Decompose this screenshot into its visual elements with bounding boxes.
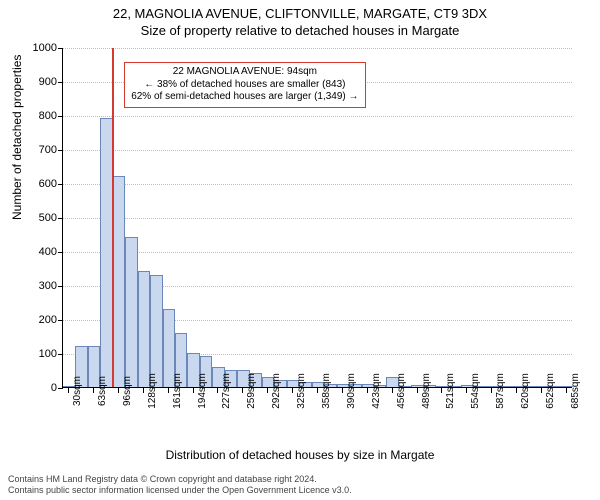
xtick-mark: [143, 388, 144, 393]
xtick-label: 161sqm: [172, 373, 183, 409]
histogram-bar: [150, 275, 162, 387]
ytick-mark: [58, 320, 63, 321]
footer-line: Contains HM Land Registry data © Crown c…: [8, 474, 352, 485]
histogram-bar: [138, 271, 150, 387]
xtick-label: 227sqm: [221, 373, 232, 409]
xtick-mark: [242, 388, 243, 393]
ytick-mark: [58, 218, 63, 219]
xtick-mark: [193, 388, 194, 393]
ytick-label: 800: [17, 110, 57, 122]
annotation-line: 22 MAGNOLIA AVENUE: 94sqm: [131, 66, 358, 79]
xtick-label: 390sqm: [346, 373, 357, 409]
xtick-label: 194sqm: [197, 373, 208, 409]
annotation-box: 22 MAGNOLIA AVENUE: 94sqm← 38% of detach…: [124, 62, 365, 108]
ytick-mark: [58, 354, 63, 355]
xtick-mark: [491, 388, 492, 393]
xtick-mark: [217, 388, 218, 393]
xtick-mark: [292, 388, 293, 393]
ytick-label: 900: [17, 76, 57, 88]
gridline: [63, 218, 572, 219]
ytick-label: 100: [17, 348, 57, 360]
ytick-mark: [58, 252, 63, 253]
xtick-label: 521sqm: [445, 373, 456, 409]
gridline: [63, 150, 572, 151]
ytick-label: 400: [17, 246, 57, 258]
xtick-label: 96sqm: [122, 376, 133, 406]
ytick-mark: [58, 150, 63, 151]
xtick-mark: [267, 388, 268, 393]
ytick-mark: [58, 388, 63, 389]
xtick-mark: [516, 388, 517, 393]
chart-title-main: 22, MAGNOLIA AVENUE, CLIFTONVILLE, MARGA…: [0, 0, 600, 21]
ytick-mark: [58, 184, 63, 185]
xtick-mark: [342, 388, 343, 393]
gridline: [63, 116, 572, 117]
xtick-mark: [392, 388, 393, 393]
xtick-label: 259sqm: [246, 373, 257, 409]
xtick-label: 685sqm: [570, 373, 581, 409]
xtick-label: 63sqm: [97, 376, 108, 406]
xtick-label: 652sqm: [545, 373, 556, 409]
xtick-label: 292sqm: [271, 373, 282, 409]
ytick-label: 700: [17, 144, 57, 156]
chart-container: 22, MAGNOLIA AVENUE, CLIFTONVILLE, MARGA…: [0, 0, 600, 500]
histogram-bar: [113, 176, 125, 387]
xtick-mark: [466, 388, 467, 393]
xtick-mark: [441, 388, 442, 393]
x-axis-label: Distribution of detached houses by size …: [0, 448, 600, 462]
xtick-mark: [93, 388, 94, 393]
xtick-mark: [317, 388, 318, 393]
xtick-mark: [367, 388, 368, 393]
xtick-mark: [68, 388, 69, 393]
ytick-label: 0: [17, 382, 57, 394]
ytick-label: 600: [17, 178, 57, 190]
xtick-mark: [566, 388, 567, 393]
annotation-line: 62% of semi-detached houses are larger (…: [131, 91, 358, 104]
xtick-label: 30sqm: [72, 376, 83, 406]
footer-line: Contains public sector information licen…: [8, 485, 352, 496]
xtick-label: 620sqm: [520, 373, 531, 409]
gridline: [63, 48, 572, 49]
xtick-label: 489sqm: [421, 373, 432, 409]
ytick-mark: [58, 48, 63, 49]
chart-title-sub: Size of property relative to detached ho…: [0, 21, 600, 38]
xtick-label: 358sqm: [321, 373, 332, 409]
xtick-mark: [417, 388, 418, 393]
footer-attribution: Contains HM Land Registry data © Crown c…: [8, 474, 352, 496]
xtick-label: 587sqm: [495, 373, 506, 409]
xtick-label: 456sqm: [396, 373, 407, 409]
xtick-label: 423sqm: [371, 373, 382, 409]
gridline: [63, 252, 572, 253]
xtick-label: 128sqm: [147, 373, 158, 409]
annotation-line: ← 38% of detached houses are smaller (84…: [131, 79, 358, 92]
ytick-label: 300: [17, 280, 57, 292]
ytick-label: 200: [17, 314, 57, 326]
chart-area: 0100200300400500600700800900100022 MAGNO…: [62, 48, 572, 418]
ytick-label: 1000: [17, 42, 57, 54]
property-marker-line: [112, 48, 114, 387]
xtick-label: 325sqm: [296, 373, 307, 409]
xtick-mark: [541, 388, 542, 393]
histogram-bar: [125, 237, 137, 387]
ytick-mark: [58, 116, 63, 117]
ytick-label: 500: [17, 212, 57, 224]
ytick-mark: [58, 286, 63, 287]
plot-region: 0100200300400500600700800900100022 MAGNO…: [62, 48, 572, 388]
gridline: [63, 184, 572, 185]
xtick-label: 554sqm: [470, 373, 481, 409]
ytick-mark: [58, 82, 63, 83]
xtick-mark: [118, 388, 119, 393]
xtick-mark: [168, 388, 169, 393]
